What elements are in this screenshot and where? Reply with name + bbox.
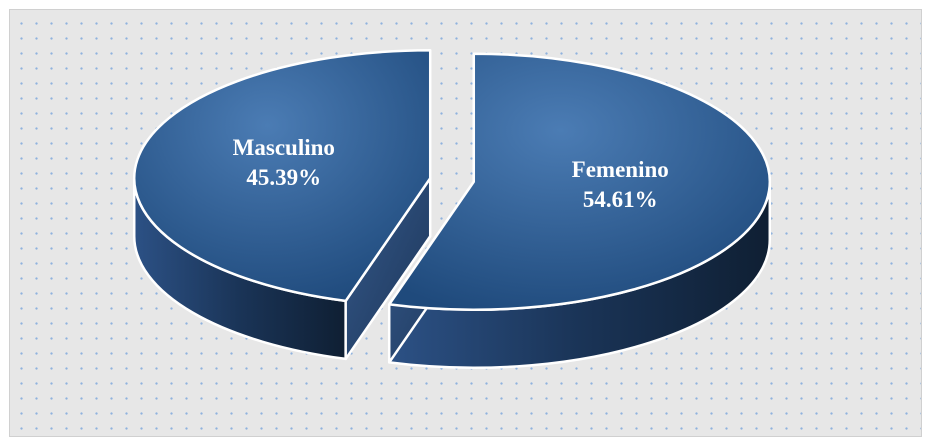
slice-top-femenino	[387, 52, 771, 311]
slice-category-label-masculino: Masculino	[233, 135, 335, 160]
pie-slice-masculino	[132, 49, 432, 361]
slice-value-label-masculino: 45.39%	[246, 165, 321, 190]
pie-chart: Femenino 54.61% Masculino 45.39%	[132, 49, 772, 369]
pie-slice-femenino	[387, 52, 772, 369]
chart-area: Femenino 54.61% Masculino 45.39%	[9, 9, 922, 437]
slice-value-label-femenino: 54.61%	[583, 187, 658, 212]
slice-category-label-femenino: Femenino	[572, 157, 669, 182]
slice-top-masculino	[133, 49, 432, 303]
